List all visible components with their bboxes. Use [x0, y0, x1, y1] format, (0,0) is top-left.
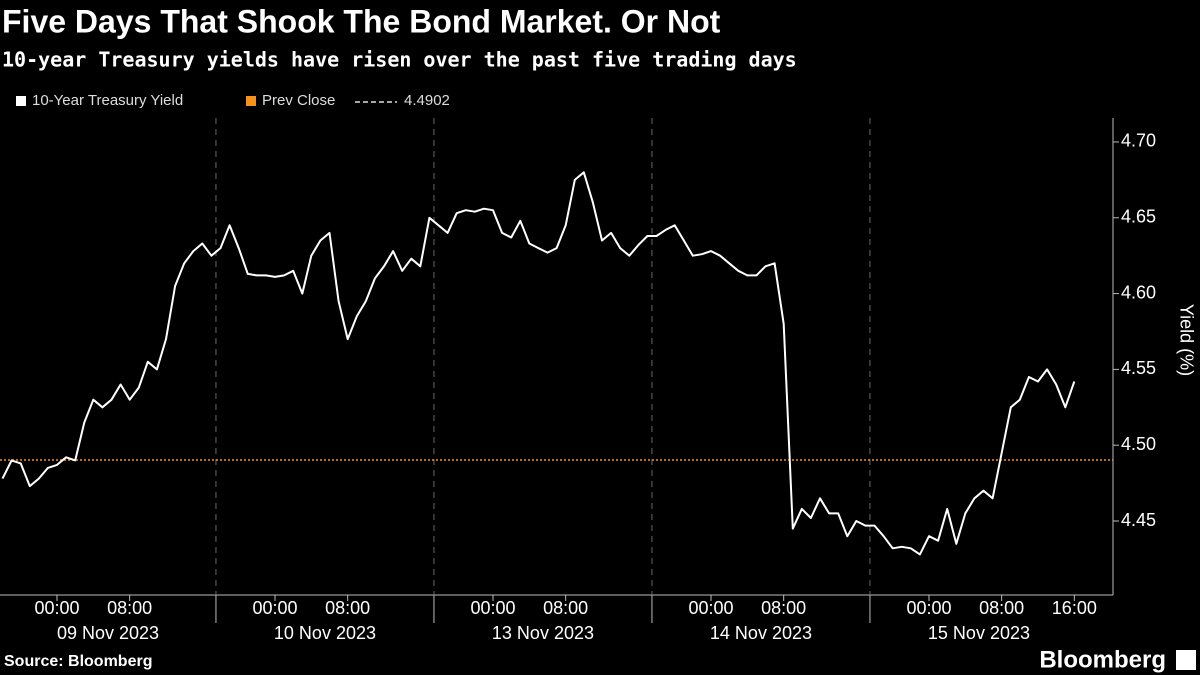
legend-value: 4.4902: [404, 92, 450, 109]
y-tick-label: 4.50: [1121, 434, 1156, 454]
y-tick-label: 4.55: [1121, 358, 1156, 378]
chart-title: Five Days That Shook The Bond Market. Or…: [2, 3, 721, 39]
y-tick-label: 4.70: [1121, 131, 1156, 151]
y-tick-label: 4.65: [1121, 207, 1156, 227]
brand-icon: [1176, 650, 1196, 670]
x-tick-label: 08:00: [325, 598, 370, 618]
y-tick-label: 4.45: [1121, 510, 1156, 530]
x-tick-label: 00:00: [906, 598, 951, 618]
x-tick-label: 16:00: [1052, 598, 1097, 618]
source: Source: Bloomberg: [4, 653, 152, 670]
legend-swatch: [16, 96, 26, 106]
legend-label: 10-Year Treasury Yield: [32, 92, 183, 109]
x-date-label: 09 Nov 2023: [57, 623, 159, 643]
y-axis-label: Yield (%): [1176, 304, 1196, 376]
chart-subtitle: 10-year Treasury yields have risen over …: [2, 48, 797, 72]
brand-logo: Bloomberg: [1039, 646, 1166, 673]
x-date-label: 13 Nov 2023: [492, 623, 594, 643]
series-line: [1, 171, 1076, 556]
x-tick-label: 08:00: [979, 598, 1024, 618]
x-tick-label: 00:00: [252, 598, 297, 618]
x-tick-label: 00:00: [470, 598, 515, 618]
x-tick-label: 00:00: [34, 598, 79, 618]
x-tick-label: 00:00: [688, 598, 733, 618]
y-tick-label: 4.60: [1121, 282, 1156, 302]
legend-label: Prev Close: [262, 92, 335, 109]
x-tick-label: 08:00: [761, 598, 806, 618]
x-tick-label: 08:00: [107, 598, 152, 618]
x-tick-label: 08:00: [543, 598, 588, 618]
x-date-label: 15 Nov 2023: [928, 623, 1030, 643]
legend-swatch: [246, 96, 256, 106]
x-date-label: 10 Nov 2023: [274, 623, 376, 643]
x-date-label: 14 Nov 2023: [710, 623, 812, 643]
